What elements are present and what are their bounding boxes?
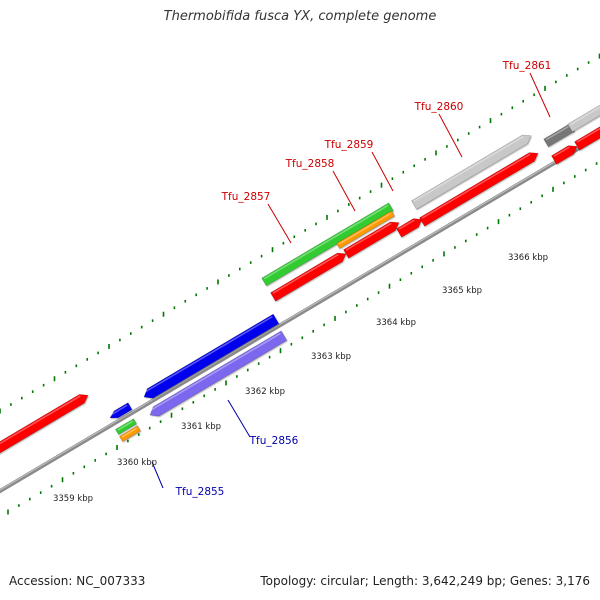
- label-leader-tfu-2861: [529, 72, 551, 118]
- feature-red[interactable]: [396, 218, 423, 238]
- feature-orange-small[interactable]: [119, 425, 141, 443]
- feature-red[interactable]: [0, 394, 89, 456]
- gene-label-tfu-2859[interactable]: Tfu_2859: [324, 139, 374, 151]
- gene-label-tfu-2855[interactable]: Tfu_2855: [175, 486, 225, 498]
- feature-green-small-highlight: [117, 420, 133, 431]
- feature-gray-highlight: [413, 135, 524, 202]
- feature-orange-highlight: [338, 212, 391, 245]
- scale-label: 3365 kbp: [442, 286, 482, 296]
- inner-tick-track: [7, 162, 598, 515]
- feature-track: [0, 100, 600, 456]
- feature-gray[interactable]: [567, 100, 600, 133]
- scale-label: 3359 kbp: [53, 494, 93, 504]
- outer-tick-track: [0, 53, 600, 414]
- map-title: Thermobifida fusca YX, complete genome: [163, 9, 437, 24]
- feature-red[interactable]: [343, 221, 400, 259]
- feature-green-small[interactable]: [115, 418, 137, 436]
- feature-orange-small-highlight: [121, 427, 137, 438]
- scale-labels: 3359 kbp 3360 kbp 3361 kbp 3362 kbp 3363 kbp…: [53, 253, 548, 504]
- label-leader-tfu-2859: [371, 151, 394, 192]
- feature-green-highlight: [263, 204, 389, 280]
- scale-label: 3360 kbp: [117, 458, 157, 468]
- feature-darkgray-highlight: [545, 125, 570, 141]
- feature-blue-small[interactable]: [109, 402, 133, 419]
- scale-label: 3361 kbp: [181, 422, 221, 432]
- gene-label-tfu-2857[interactable]: Tfu_2857: [221, 191, 271, 203]
- feature-red[interactable]: [551, 145, 578, 165]
- feature-red-highlight: [398, 219, 415, 230]
- feature-gray-highlight: [569, 106, 600, 126]
- scale-label: 3363 kbp: [311, 352, 351, 362]
- feature-red[interactable]: [419, 152, 539, 227]
- feature-darkgray[interactable]: [543, 123, 575, 148]
- feature-blue[interactable]: [143, 313, 280, 399]
- genome-backbone: [0, 133, 600, 494]
- gene-label-tfu-2861[interactable]: Tfu_2861: [502, 60, 552, 72]
- feature-red-highlight: [421, 153, 531, 219]
- feature-red-highlight: [553, 146, 570, 157]
- feature-green[interactable]: [261, 202, 394, 287]
- genome-backbone-highlight: [0, 134, 600, 491]
- accession-text: Accession: NC_007333: [9, 574, 146, 588]
- feature-blue-highlight: [143, 316, 273, 394]
- feature-gray[interactable]: [411, 134, 532, 210]
- feature-red-highlight: [576, 127, 600, 143]
- gene-label-tfu-2858[interactable]: Tfu_2858: [285, 158, 335, 170]
- gene-label-tfu-2856[interactable]: Tfu_2856: [249, 435, 299, 447]
- scale-label: 3366 kbp: [508, 253, 548, 263]
- feature-red-highlight: [272, 253, 339, 294]
- feature-red[interactable]: [574, 121, 600, 151]
- scale-label: 3364 kbp: [376, 318, 416, 328]
- scale-label: 3362 kbp: [245, 387, 285, 397]
- feature-purple[interactable]: [149, 330, 288, 417]
- feature-red-highlight: [0, 395, 81, 445]
- feature-purple-highlight: [149, 332, 281, 412]
- label-leader-tfu-2857: [267, 203, 292, 244]
- feature-red-highlight: [345, 222, 392, 251]
- label-leader-tfu-2855: [151, 461, 164, 489]
- label-leader-lines: [151, 72, 551, 489]
- feature-orange[interactable]: [336, 210, 395, 250]
- gene-label-tfu-2860[interactable]: Tfu_2860: [414, 101, 464, 113]
- feature-blue-small-highlight: [110, 404, 128, 416]
- gene-labels: Tfu_2855 Tfu_2856 Tfu_2857 Tfu_2858 Tfu_2859…: [175, 60, 552, 498]
- label-leader-tfu-2858: [332, 170, 356, 212]
- label-leader-tfu-2860: [438, 113, 463, 158]
- label-leader-tfu-2856: [227, 399, 251, 438]
- feature-red[interactable]: [270, 252, 347, 302]
- genome-summary-text: Topology: circular; Length: 3,642,249 bp…: [260, 574, 590, 588]
